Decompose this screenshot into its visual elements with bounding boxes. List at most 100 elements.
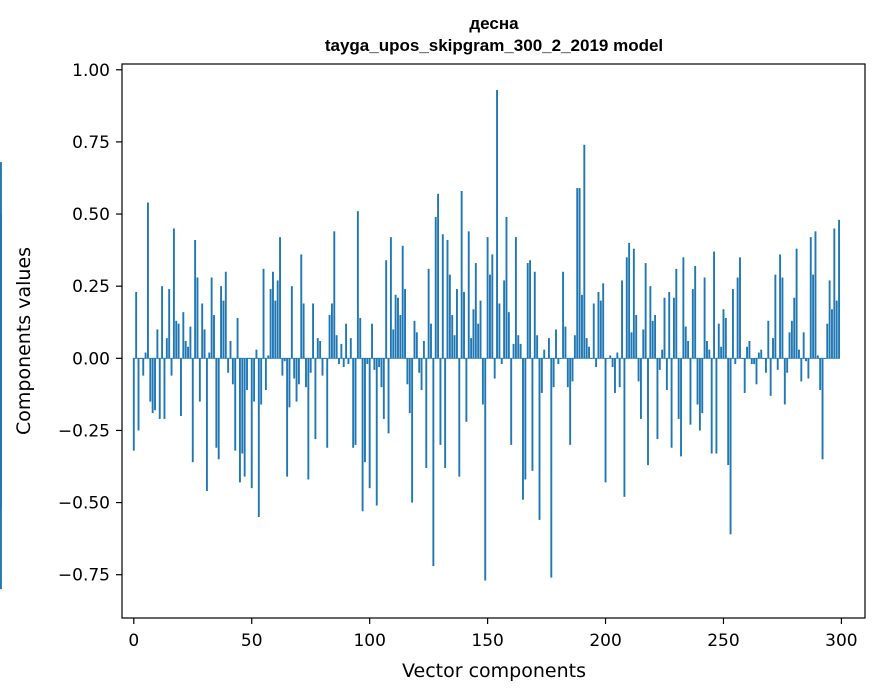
bar-270 — [769, 358, 772, 396]
bar-291 — [819, 358, 822, 391]
y-tick-label: 0.25 — [72, 277, 110, 297]
bar-200 — [604, 358, 607, 483]
bar-9 — [154, 358, 156, 411]
bar-208 — [623, 358, 626, 497]
bar-290 — [816, 355, 819, 359]
bar-14 — [165, 338, 168, 359]
bar-42 — [231, 358, 234, 385]
bar-126 — [430, 323, 432, 359]
bar-219 — [649, 286, 652, 359]
bar-116 — [406, 358, 409, 385]
bar-165 — [522, 358, 524, 500]
bar-285 — [805, 358, 807, 362]
bar-256 — [736, 277, 739, 359]
bar-34 — [213, 315, 215, 359]
bar-257 — [739, 257, 741, 359]
bar-187 — [573, 335, 576, 359]
y-tick-label: 0.00 — [72, 349, 110, 369]
bar-223 — [658, 358, 661, 370]
bar-195 — [592, 303, 595, 359]
bar-102 — [373, 358, 376, 370]
bar-226 — [665, 358, 668, 391]
bar-169 — [531, 358, 534, 471]
bar-231 — [677, 358, 680, 419]
bar-101 — [371, 323, 373, 359]
bar-123 — [422, 341, 425, 359]
bar-undefined — [0, 231, 2, 359]
bar-33 — [210, 277, 213, 359]
bar-280 — [793, 297, 796, 359]
bar-151 — [489, 274, 491, 359]
bar-66 — [288, 358, 291, 408]
x-axis-ticks: 0 50 100 150 200 250 300 — [128, 618, 858, 651]
bar-221 — [654, 315, 657, 359]
bar-134 — [448, 274, 451, 359]
bar-127 — [432, 358, 435, 567]
bar-174 — [543, 349, 546, 359]
bar-99 — [366, 358, 369, 365]
bar-192 — [585, 338, 588, 359]
bar-246 — [713, 251, 715, 359]
bar-129 — [437, 193, 440, 359]
bar-38 — [222, 300, 225, 359]
bar-245 — [710, 358, 713, 454]
bar-undefined — [0, 349, 2, 359]
bar-288 — [812, 274, 815, 359]
bar-124 — [425, 358, 428, 468]
bar-142 — [467, 231, 470, 359]
bar-31 — [205, 358, 208, 492]
bar-265 — [757, 352, 760, 359]
bar-103 — [375, 358, 378, 506]
bar-173 — [540, 358, 543, 393]
bar-5 — [144, 352, 147, 359]
bar-117 — [408, 358, 411, 414]
bar-24 — [189, 326, 192, 359]
bar-95 — [356, 211, 359, 359]
x-tick-label: 100 — [353, 631, 385, 651]
bar-206 — [618, 358, 621, 388]
bar-234 — [684, 326, 687, 359]
x-tick-label: 150 — [471, 631, 503, 651]
y-tick-label: 0.50 — [72, 205, 110, 225]
bar-296 — [831, 309, 833, 359]
bar-260 — [746, 346, 749, 359]
bar-178 — [552, 358, 555, 388]
bar-10 — [156, 329, 159, 359]
bar-160 — [510, 358, 513, 445]
bar-50 — [250, 358, 253, 489]
y-tick-label: −0.75 — [58, 566, 110, 586]
bar-6 — [147, 202, 149, 359]
bar-85 — [333, 231, 336, 359]
bar-148 — [481, 358, 484, 405]
bar-252 — [727, 358, 730, 466]
bar-140 — [463, 291, 465, 359]
bar-248 — [717, 323, 720, 359]
bar-294 — [826, 323, 829, 359]
bar-11 — [158, 358, 161, 419]
bar-225 — [663, 297, 666, 359]
bar-1 — [135, 291, 138, 359]
bar-112 — [397, 297, 399, 359]
bar-262 — [750, 358, 753, 365]
bar-92 — [349, 338, 352, 359]
bar-153 — [493, 358, 496, 379]
bar-25 — [191, 358, 194, 463]
x-tick-label: 50 — [241, 631, 263, 651]
bar-73 — [305, 358, 307, 388]
bar-167 — [526, 263, 529, 359]
bar-37 — [220, 286, 223, 359]
bar-261 — [748, 341, 751, 359]
bar-89 — [342, 358, 345, 367]
bar-295 — [828, 280, 831, 359]
bar-68 — [293, 358, 296, 379]
bar-48 — [246, 358, 248, 391]
bar-39 — [224, 271, 227, 359]
bar-157 — [503, 280, 506, 359]
bar-264 — [755, 358, 758, 385]
bar-59 — [272, 271, 274, 359]
bar-204 — [614, 358, 616, 393]
bar-136 — [453, 335, 456, 359]
bar-289 — [814, 231, 817, 359]
bar-115 — [404, 289, 406, 359]
bar-152 — [491, 254, 494, 359]
